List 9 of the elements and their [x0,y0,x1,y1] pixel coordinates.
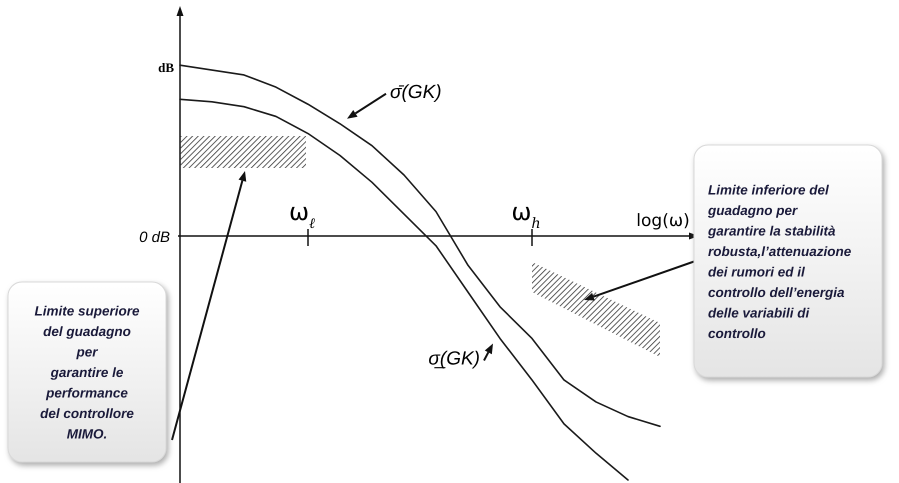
legend-label: σ̄(GK) [390,82,442,103]
x-axis-title: log(ω) [636,211,690,231]
x-tick-label: ω$_{h}$ [511,198,541,232]
text: Limite inferiore del guadagno per garantire la stabilità robusta,l’attenuazione dei rumori ed il controllo dell’energia delle variabili di controllo [707,182,852,341]
y-axis-title: dB [158,60,174,75]
series-label: σ̲(GK) [428,348,480,370]
x-tick-label: ω$_{ℓ}$ [288,198,316,232]
text: 0 dB [139,229,170,246]
text: Limite superiore del guadagno per garantire le performance del controllore MIMO. [34,304,140,442]
